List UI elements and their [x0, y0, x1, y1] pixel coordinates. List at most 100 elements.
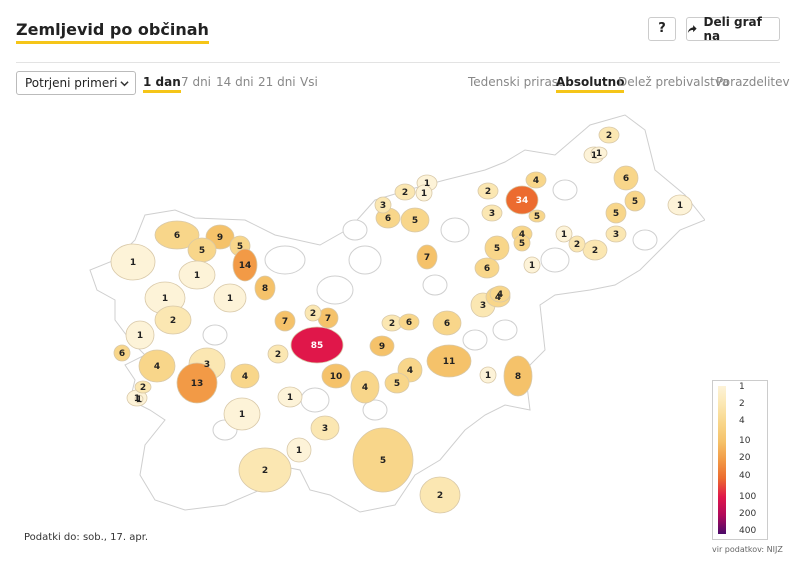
municipality-sveti-jurij[interactable] — [590, 146, 608, 160]
municipality-value-label: 3 — [380, 201, 386, 211]
municipality-logatec[interactable] — [230, 363, 260, 389]
municipality-ajdovscina[interactable] — [138, 349, 176, 383]
municipality-smarje[interactable] — [568, 235, 586, 253]
municipality-medvode[interactable] — [274, 310, 296, 332]
municipality-no-cases[interactable] — [552, 179, 578, 201]
municipality-bovec[interactable] — [110, 243, 156, 281]
header-divider — [16, 62, 780, 63]
municipality-litija[interactable] — [369, 335, 395, 357]
municipality-novo-mesto[interactable] — [426, 344, 472, 378]
municipality-no-cases[interactable] — [342, 219, 368, 241]
municipality-kranj[interactable] — [232, 248, 258, 282]
municipality-murska-sobota[interactable] — [613, 165, 639, 191]
municipality-no-cases[interactable] — [202, 324, 228, 346]
municipality-lasko[interactable] — [432, 310, 462, 336]
municipality-no-cases[interactable] — [362, 399, 388, 421]
range-21-dni[interactable]: 21 dni — [258, 75, 296, 89]
help-button[interactable]: ? — [648, 17, 676, 41]
case-type-select[interactable]: Potrjeni primeri — [16, 71, 136, 95]
municipality-piran[interactable] — [134, 394, 144, 404]
municipality-radlje[interactable] — [477, 182, 499, 200]
range-vsi[interactable]: Vsi — [300, 75, 318, 89]
municipality-ormoz[interactable] — [582, 239, 608, 261]
municipality-zalec[interactable] — [416, 244, 438, 270]
municipality-rogaska[interactable] — [474, 257, 500, 279]
municipality-pesnica[interactable] — [525, 171, 547, 189]
municipality-no-cases[interactable] — [316, 275, 354, 305]
municipality-no-cases[interactable] — [422, 274, 448, 296]
map-legend: 1 2 4 10 20 40 100 200 400 — [712, 380, 768, 540]
municipality-kobarid[interactable] — [125, 320, 155, 350]
municipality-cerknica[interactable] — [277, 386, 303, 408]
municipality-ribnica[interactable] — [310, 415, 340, 441]
municipality-grosuplje[interactable] — [321, 363, 351, 389]
municipality-no-cases[interactable] — [348, 245, 382, 275]
municipality-kocevje[interactable] — [352, 427, 414, 493]
municipality-velenje[interactable] — [400, 207, 430, 233]
municipality-podvelka[interactable] — [415, 184, 433, 202]
municipality-ljubljana[interactable] — [290, 326, 344, 364]
municipality-value-label: 8 — [515, 372, 521, 382]
municipality-loski-potok[interactable] — [286, 437, 312, 463]
municipality-ilirska-bistrica[interactable] — [238, 447, 292, 493]
municipality-value-label: 7 — [424, 253, 430, 263]
municipality-maribor[interactable] — [505, 185, 539, 215]
metric-absolutno[interactable]: Absolutno — [556, 75, 625, 93]
municipality-menges[interactable] — [304, 304, 322, 322]
share-label: Deli graf na — [703, 15, 762, 43]
municipality-kamnik[interactable] — [254, 275, 276, 301]
municipality-nova-gorica[interactable] — [113, 344, 131, 362]
metric-tedenski-prirast[interactable]: Tedenski prirast — [468, 75, 563, 89]
municipality-cerkno[interactable] — [154, 305, 192, 335]
municipality-radovljica[interactable] — [178, 260, 216, 290]
municipality-sezana[interactable] — [176, 362, 218, 404]
municipality-trebnje[interactable] — [384, 372, 410, 394]
share-button[interactable]: Deli graf na — [686, 15, 780, 43]
municipality-no-cases[interactable] — [462, 329, 488, 351]
municipality-postojna[interactable] — [223, 397, 261, 431]
municipality-no-cases[interactable] — [300, 387, 330, 413]
municipality-kranjska-gora[interactable] — [154, 220, 200, 250]
municipality-ravne[interactable] — [374, 196, 392, 214]
municipality-no-cases[interactable] — [632, 229, 658, 251]
municipality-ljutomer[interactable] — [605, 225, 627, 243]
range-7-dni[interactable]: 7 dni — [181, 75, 212, 89]
municipality-value-label: 3 — [489, 209, 495, 219]
municipality-no-cases[interactable] — [440, 217, 470, 243]
range-14-dni[interactable]: 14 dni — [216, 75, 254, 89]
municipality-sentjur[interactable] — [489, 285, 511, 303]
municipality-vrhnika[interactable] — [267, 344, 289, 364]
municipality-radenci[interactable] — [624, 190, 646, 212]
municipality-value-label: 6 — [623, 174, 629, 184]
municipality-izola[interactable] — [134, 380, 152, 394]
municipality-rogatec[interactable] — [555, 225, 573, 243]
municipality-value-label: 4 — [362, 383, 368, 393]
municipality-value-label: 6 — [119, 349, 125, 359]
municipality-kozje[interactable] — [523, 256, 541, 274]
municipality-no-cases[interactable] — [540, 247, 570, 273]
municipality-value-label: 1 — [287, 393, 293, 403]
page-title: Zemljevid po občinah — [16, 20, 209, 44]
municipality-metlika[interactable] — [503, 355, 533, 397]
municipality-crnomelj[interactable] — [419, 476, 461, 514]
municipality-gornji-petrovci[interactable] — [598, 126, 620, 144]
municipality-dravograd[interactable] — [394, 183, 416, 201]
municipality-lendava[interactable] — [667, 194, 693, 216]
municipality-majsperk[interactable] — [605, 202, 627, 224]
municipality-trbovlje[interactable] — [398, 313, 420, 331]
municipality-no-cases[interactable] — [264, 245, 306, 275]
municipality-value-label: 5 — [632, 197, 638, 207]
metric-delez-prebivalstva[interactable]: Delež prebivalstva — [618, 75, 730, 89]
municipality-kidricevo[interactable] — [528, 209, 546, 223]
municipality-lenart[interactable] — [513, 234, 531, 252]
municipality-ruse[interactable] — [481, 204, 503, 222]
municipality-ivancna-gorica[interactable] — [350, 370, 380, 404]
range-1-dan[interactable]: 1 dan — [143, 75, 181, 93]
municipality-no-cases[interactable] — [492, 319, 518, 341]
municipality-sevnica[interactable] — [479, 366, 497, 384]
municipality-skofja-loka[interactable] — [213, 283, 247, 313]
metric-porazdelitev[interactable]: Porazdelitev — [716, 75, 790, 89]
municipality-value-label: 2 — [402, 188, 408, 198]
municipality-slovenska-bistrica[interactable] — [484, 235, 510, 261]
